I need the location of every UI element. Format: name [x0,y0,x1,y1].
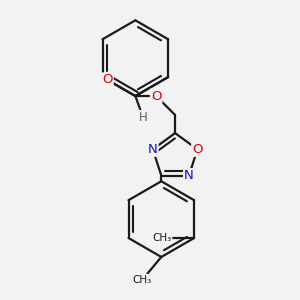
Text: CH₃: CH₃ [152,233,172,243]
Text: CH₃: CH₃ [133,275,152,285]
Text: O: O [192,143,203,156]
Text: O: O [102,74,113,86]
Text: N: N [184,169,194,182]
Text: O: O [151,89,161,103]
Text: N: N [148,143,158,156]
Text: H: H [139,111,148,124]
